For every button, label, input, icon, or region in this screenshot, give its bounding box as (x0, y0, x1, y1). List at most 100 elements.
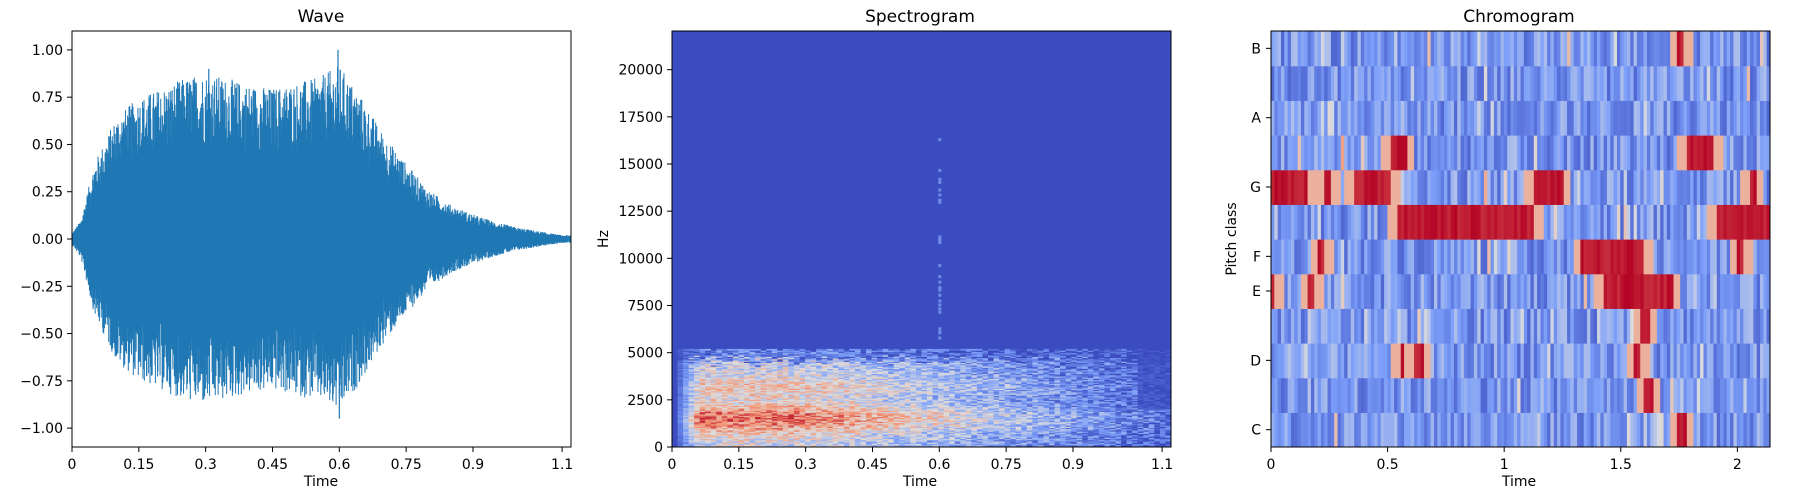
spectrogram-cell (927, 427, 934, 430)
spectrogram-cell (821, 383, 828, 386)
spectrogram-cell (838, 431, 845, 433)
spectrogram-cell (710, 389, 717, 392)
spectrogram-cell (788, 385, 795, 388)
spectrogram-cell (960, 431, 967, 433)
spectrogram-cell (838, 382, 845, 384)
spectrogram-cell (860, 429, 867, 432)
spectrogram-cell (921, 413, 928, 416)
spectrogram-cell (699, 395, 706, 398)
spectrogram-cell (810, 368, 817, 371)
spectrogram-cell (672, 400, 679, 403)
spectrogram-cell (793, 420, 801, 422)
spectrogram-cell (927, 404, 934, 406)
spectrogram-cell (810, 415, 817, 417)
spectrogram-cell (744, 427, 751, 430)
spectrogram-cell (849, 369, 856, 372)
spectrogram-cell (949, 412, 956, 415)
spectrogram-cell (766, 396, 773, 399)
spectrogram-cell (965, 435, 972, 438)
spectrogram-cell (799, 370, 806, 373)
spectrogram-cell (710, 356, 717, 359)
spectrogram-cell (760, 374, 767, 377)
spectrogram-cell (688, 405, 695, 408)
spectrogram-cell (866, 444, 873, 447)
spectrogram-cell (749, 363, 756, 366)
spectrogram-cell (799, 412, 806, 415)
spectrogram-cell (749, 373, 756, 376)
spectrogram-cell (771, 394, 778, 397)
spectrogram-cell (816, 367, 823, 370)
spectrogram-cell (827, 369, 834, 372)
spectrogram-cell (877, 367, 884, 370)
spectrogram-cell (799, 435, 806, 438)
spectrogram-cell (721, 394, 729, 397)
spectrogram-cell (738, 420, 745, 422)
spectrogram-cell (871, 401, 878, 404)
spectrogram-cell (893, 390, 900, 393)
spectrogram-cell (782, 401, 790, 404)
spectrogram-cell (938, 368, 945, 371)
spectrogram-cell (694, 368, 701, 371)
spectrogram-cell (793, 384, 801, 387)
spectrogram-cell (982, 435, 989, 438)
spectrogram-cell (810, 416, 817, 419)
spectrogram-cell (766, 431, 773, 433)
spectrogram-cell (694, 420, 701, 422)
spectrogram-cell (721, 389, 729, 392)
spectrogram-cell (782, 386, 790, 389)
spectrogram-cell (749, 377, 756, 379)
spectrogram-cell (744, 400, 751, 403)
spectrogram-cell (838, 391, 845, 394)
spectrogram-cell (888, 443, 895, 446)
spectrogram-cell (688, 429, 695, 432)
spectrogram-cell (749, 404, 756, 406)
spectrogram-cell (721, 405, 729, 408)
spectrogram-cell (771, 420, 778, 422)
spectrogram-cell (927, 423, 934, 426)
spectrogram-cell (904, 438, 912, 441)
spectrogram-cell (749, 361, 756, 363)
spectrogram-cell (766, 367, 773, 370)
spectrogram-cell (816, 374, 823, 377)
spectrogram-cell (904, 377, 912, 379)
spectrogram-cell (943, 385, 950, 388)
spectrogram-cell (771, 412, 778, 415)
spectrogram-cell (810, 363, 817, 366)
spectrogram-cell (710, 396, 717, 399)
spectrogram-cell (688, 350, 695, 352)
spectrogram-cell (710, 445, 717, 447)
spectrogram-cell (760, 406, 767, 409)
spectrogram-cell (888, 382, 895, 384)
spectrogram-cell (721, 364, 729, 367)
spectrogram-cell (771, 428, 778, 431)
spectrogram-cell (805, 405, 812, 408)
spectrogram-cell (782, 424, 790, 427)
spectrogram-cell (771, 364, 778, 367)
spectrogram-cell (965, 399, 972, 401)
spectrogram-cell (799, 367, 806, 370)
spectrogram-cell (1010, 374, 1017, 377)
spectrogram-cell (988, 406, 995, 409)
spectrogram-cell (721, 366, 729, 368)
spectrogram-cell (699, 412, 706, 415)
spectrogram-cell (854, 386, 862, 389)
spectrogram-cell (976, 378, 984, 381)
spectrogram-cell (949, 431, 956, 433)
spectrogram-cell (982, 431, 989, 433)
spectrogram-cell (854, 380, 862, 383)
spectrogram-cell (976, 391, 984, 394)
spectrogram-cell (771, 348, 778, 351)
spectrogram-cell (827, 434, 834, 437)
spectrogram-cell (882, 370, 889, 373)
spectrogram-cell (688, 445, 695, 447)
spectrogram-cell (710, 405, 717, 408)
spectrogram-cell (982, 368, 989, 371)
spectrogram-cell (927, 390, 934, 393)
spectrogram-cell (949, 435, 956, 438)
spectrogram-cell (738, 445, 745, 447)
spectrogram-cell (1004, 440, 1011, 443)
spectrogram-cell (738, 404, 745, 406)
spectrogram-cell (988, 351, 995, 354)
spectrogram-cell (938, 434, 945, 437)
spectrogram-cell (694, 393, 701, 395)
